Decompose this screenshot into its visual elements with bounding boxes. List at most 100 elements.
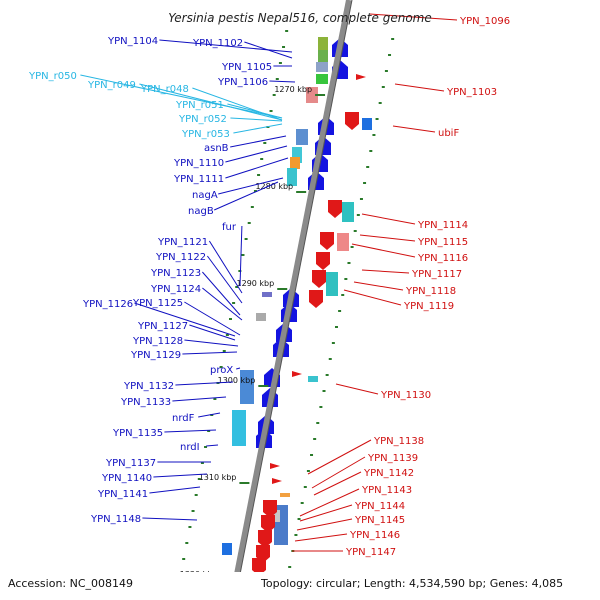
right-label-ypn_1146: YPN_1146	[349, 530, 400, 541]
right-leader-line	[335, 383, 379, 395]
right-label-ypn_1103: YPN_1103	[446, 87, 497, 98]
left-leader-line	[206, 444, 219, 447]
feature-block	[287, 168, 297, 186]
tick-dot	[263, 142, 267, 144]
right-labels: YPN_1096 YPN_1103 ubiF YPN_1114 YPN_1115 YPN_…	[345, 16, 510, 558]
tick-dot	[353, 230, 357, 232]
feature-track	[222, 37, 372, 576]
tick-dot	[188, 526, 192, 528]
left-label-ypn_1121: YPN_1121	[157, 237, 208, 248]
tick-dot	[225, 334, 229, 336]
genome-backbone	[229, 0, 352, 600]
left-label-ypn_1148: YPN_1148	[90, 514, 141, 525]
left-label-ypn_1123: YPN_1123	[150, 268, 201, 279]
tick-dot	[325, 374, 329, 376]
feature-arrow-reverse	[320, 232, 334, 250]
left-leader-line	[202, 287, 243, 321]
tick-dot	[341, 294, 345, 296]
left-label-nagb: nagB	[188, 206, 214, 217]
left-leader-line	[208, 240, 243, 294]
tick-dot	[378, 102, 382, 104]
left-leader-line	[164, 429, 217, 433]
feature-block	[308, 376, 318, 382]
feature-arrow-reverse	[345, 112, 359, 130]
right-label-ypn_1119: YPN_1119	[403, 301, 454, 312]
left-label-ypn_r052: YPN_r052	[178, 114, 227, 125]
tick-dot	[288, 566, 292, 568]
left-leader-line	[175, 381, 234, 386]
right-label-ypn_1138: YPN_1138	[373, 436, 424, 447]
kbp-label: 1280 kbp	[255, 182, 293, 191]
right-leader-line	[313, 471, 362, 496]
left-leader-line	[80, 74, 283, 119]
tick-dot	[219, 366, 223, 368]
left-label-ypn_1110: YPN_1110	[173, 158, 224, 169]
map-title: Yersinia pestis Nepal516, complete genom…	[168, 11, 431, 25]
feature-block	[296, 129, 308, 145]
tick-dot	[257, 174, 261, 176]
kbp-label: 1290 kbp	[237, 279, 275, 288]
tick-dot	[306, 470, 310, 472]
right-leader-line	[307, 439, 372, 475]
kbp-tick	[296, 191, 307, 193]
feature-small-arrow	[292, 371, 302, 377]
tick-dot	[275, 78, 279, 80]
feature-small-arrow	[272, 478, 282, 484]
tick-dot	[207, 430, 211, 432]
left-label-ypn_1126: YPN_1126	[82, 299, 133, 310]
tick-dot	[235, 286, 239, 288]
left-label-nrdi: nrdI	[180, 442, 200, 453]
tick-dot	[388, 54, 392, 56]
right-label-ypn_1117: YPN_1117	[411, 269, 462, 280]
accession-text: Accession: NC_008149	[8, 577, 133, 590]
tick-dot	[366, 166, 370, 168]
tick-dot	[272, 94, 276, 96]
tick-dot	[194, 494, 198, 496]
feature-arrow-reverse	[252, 558, 266, 576]
left-label-ypn_1132: YPN_1132	[123, 381, 174, 392]
left-leader-line	[142, 517, 198, 521]
left-label-ypn_r050: YPN_r050	[28, 71, 77, 82]
left-label-ypn_1140: YPN_1140	[101, 473, 152, 484]
tick-dot	[363, 182, 367, 184]
tick-dot	[316, 422, 320, 424]
left-leader-line	[184, 301, 241, 336]
left-label-ypn_1124: YPN_1124	[150, 284, 201, 295]
tick-dot	[182, 558, 186, 560]
tick-dot	[278, 62, 282, 64]
left-label-ypn_1122: YPN_1122	[155, 252, 206, 263]
feature-arrow-reverse	[316, 252, 330, 270]
left-leader-line	[139, 83, 283, 121]
feature-block	[326, 272, 338, 296]
right-label-ypn_1115: YPN_1115	[417, 237, 468, 248]
right-label-ypn_1130: YPN_1130	[380, 390, 431, 401]
tick-dot	[253, 190, 257, 192]
kbp-tick	[315, 94, 326, 96]
tick-dot	[328, 358, 332, 360]
left-label-ypn_r053: YPN_r053	[181, 129, 230, 140]
left-label-fur: fur	[222, 222, 237, 233]
right-label-ypn_1144: YPN_1144	[354, 501, 405, 512]
feature-block	[292, 147, 302, 163]
right-label-ypn_1147: YPN_1147	[345, 547, 396, 558]
genome-backbone-shadow	[234, 0, 353, 600]
tick-dot	[222, 350, 226, 352]
tick-dot	[347, 262, 351, 264]
left-label-naga: nagA	[192, 190, 218, 201]
left-label-ypn_1125: YPN_1125	[132, 298, 183, 309]
feature-arrow-reverse	[263, 500, 277, 518]
left-leader-line	[159, 39, 293, 53]
left-label-ypn_1104: YPN_1104	[107, 36, 158, 47]
right-label-ypn_1096: YPN_1096	[459, 16, 510, 27]
feature-block	[306, 87, 318, 103]
tick-dot	[313, 438, 317, 440]
right-leader-line	[299, 488, 360, 517]
tick-dot	[294, 534, 298, 536]
feature-arrow-reverse	[258, 530, 272, 548]
left-label-ypn_r048: YPN_r048	[140, 84, 189, 95]
feature-arrow-reverse	[261, 515, 275, 533]
left-label-ypn_1133: YPN_1133	[120, 397, 171, 408]
left-leader-line	[244, 41, 293, 59]
feature-block	[280, 493, 290, 497]
tick-dot	[356, 214, 360, 216]
